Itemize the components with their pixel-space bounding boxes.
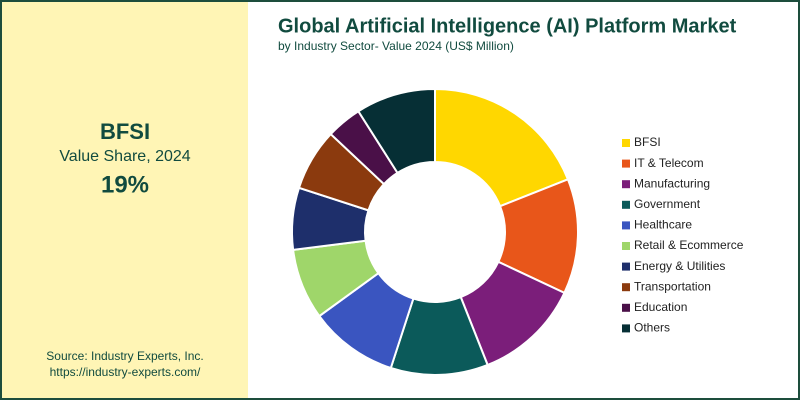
legend-swatch <box>622 159 630 168</box>
legend-swatch <box>622 200 630 209</box>
legend-swatch <box>622 242 630 250</box>
legend-swatch <box>622 303 630 312</box>
legend-swatch <box>622 324 630 333</box>
donut-slice <box>434 87 570 208</box>
highlight-category: BFSI <box>100 119 150 144</box>
chart-subtitle: by Industry Sector- Value 2024 (US$ Mill… <box>278 39 514 53</box>
legend-label: Manufacturing <box>634 176 710 190</box>
donut-slice <box>356 87 436 175</box>
highlight-caption: Value Share, 2024 <box>59 148 190 165</box>
legend-label: IT & Telecom <box>634 156 704 170</box>
legend-label: Others <box>634 321 670 335</box>
legend-swatch <box>622 221 630 230</box>
legend-label: Energy & Utilities <box>634 259 725 273</box>
legend-label: Education <box>634 300 687 314</box>
legend-swatch <box>622 262 630 271</box>
chart-title: Global Artificial Intelligence (AI) Plat… <box>278 15 737 37</box>
source-url: https://industry-experts.com/ <box>50 365 201 379</box>
legend-label: Healthcare <box>634 218 692 232</box>
legend-label: Retail & Ecommerce <box>634 238 744 252</box>
source: Source: Industry Experts, Inc. <box>46 349 203 363</box>
side-panel <box>2 2 248 398</box>
legend-label: Transportation <box>634 279 711 293</box>
legend-swatch <box>622 180 630 189</box>
legend-label: BFSI <box>634 135 661 149</box>
legend-swatch <box>622 139 630 147</box>
legend-label: Government <box>634 197 701 211</box>
legend-swatch <box>622 283 630 292</box>
highlight-value: 19% <box>101 171 149 198</box>
